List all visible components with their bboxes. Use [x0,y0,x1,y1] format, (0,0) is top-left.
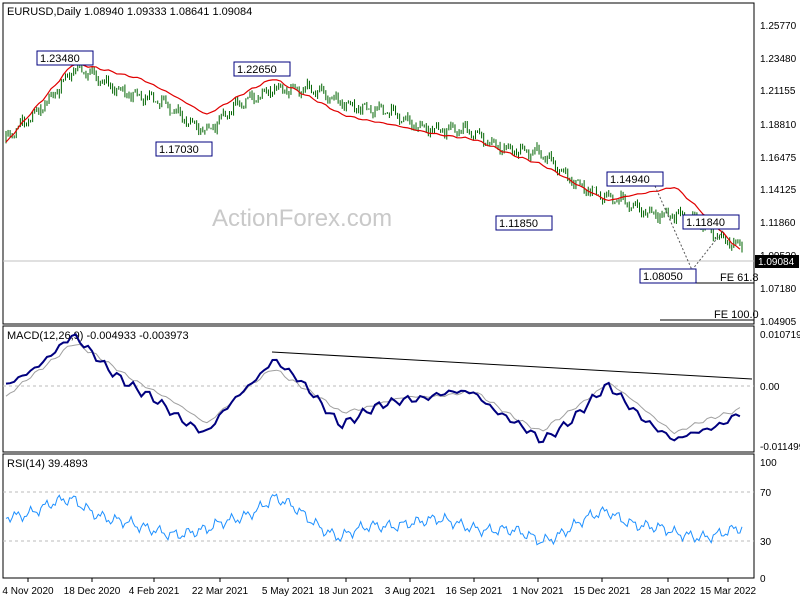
rsi-y-tick: 0 [760,574,766,585]
x-tick-label: 1 Nov 2021 [512,586,564,597]
annotation-1-14940: 1.14940 [606,171,664,187]
macd-trendline [271,351,753,380]
annotation-1-23480: 1.23480 [36,50,94,66]
x-tick-label: 5 May 2021 [262,586,315,597]
annotation-1-11840: 1.11840 [682,214,740,230]
x-tick-label: 22 Mar 2021 [192,586,249,597]
rsi-panel-title: RSI(14) 39.4893 [7,458,88,470]
price-panel-frame [2,2,755,325]
x-axis: 4 Nov 2020 18 Dec 2020 4 Feb 2021 22 Mar 20… [2,578,757,597]
svg-text:1.14940: 1.14940 [610,174,650,186]
macd-y-tick: -0.011499 [760,442,800,453]
rsi-line [5,493,743,546]
price-y-tick: 1.21155 [760,86,796,97]
macd-y-tick: 0.00 [760,382,780,393]
x-tick-label: 3 Aug 2021 [385,586,436,597]
price-y-tick: 1.16475 [760,153,797,164]
fe-61-8-label: FE 61.8 [720,272,759,284]
price-panel-title: EURUSD,Daily 1.08940 1.09333 1.08641 1.0… [7,6,252,18]
annotation-1-08050: 1.08050 [639,268,697,284]
price-y-tick: 1.04905 [760,317,797,328]
price-y-axis: 1.25770 1.23480 1.21155 1.18810 1.16475 … [760,21,797,328]
macd-panel-title: MACD(12,26,9) -0.004933 -0.003973 [7,330,189,342]
moving-average-line [5,62,741,250]
svg-text:1.08050: 1.08050 [643,271,683,283]
annotation-1-11850: 1.11850 [495,215,553,231]
macd-panel-frame [2,325,755,453]
macd-line [5,333,741,444]
svg-text:1.11850: 1.11850 [499,218,538,230]
svg-text:1.17030: 1.17030 [159,144,199,156]
price-y-tick: 1.14125 [760,185,797,196]
projection-dash-1 [654,185,693,271]
rsi-y-tick: 100 [760,458,777,469]
price-y-tick: 1.18810 [760,120,797,131]
x-tick-label: 18 Dec 2020 [64,586,121,597]
current-price-badge: 1.09084 [755,255,799,268]
macd-signal-line [5,343,741,435]
watermark: ActionForex.com [212,205,392,232]
price-y-tick: 1.07180 [760,284,797,295]
fe-100-label: FE 100.0 [714,309,759,321]
x-tick-label: 4 Nov 2020 [2,586,54,597]
macd-y-tick: 0.010719 [760,330,800,341]
price-y-tick: 1.23480 [760,54,797,65]
svg-text:1.22650: 1.22650 [237,64,277,76]
annotation-1-17030: 1.17030 [155,141,213,157]
rsi-y-tick: 70 [760,488,772,499]
x-tick-label: 4 Feb 2021 [129,586,180,597]
rsi-panel-frame [2,453,755,579]
x-tick-label: 15 Dec 2021 [574,586,631,597]
svg-text:1.23480: 1.23480 [40,53,80,65]
svg-text:1.11840: 1.11840 [686,217,725,229]
annotation-1-22650: 1.22650 [233,61,291,77]
price-y-tick: 1.11860 [760,218,796,229]
price-y-tick: 1.25770 [760,21,797,32]
x-tick-label: 18 Jun 2021 [318,586,373,597]
rsi-y-tick: 30 [760,537,772,548]
x-tick-label: 16 Sep 2021 [446,586,503,597]
x-tick-label: 15 Mar 2022 [700,586,757,597]
svg-text:1.09084: 1.09084 [758,257,795,268]
price-candles [5,59,743,253]
x-tick-label: 28 Jan 2022 [640,586,695,597]
